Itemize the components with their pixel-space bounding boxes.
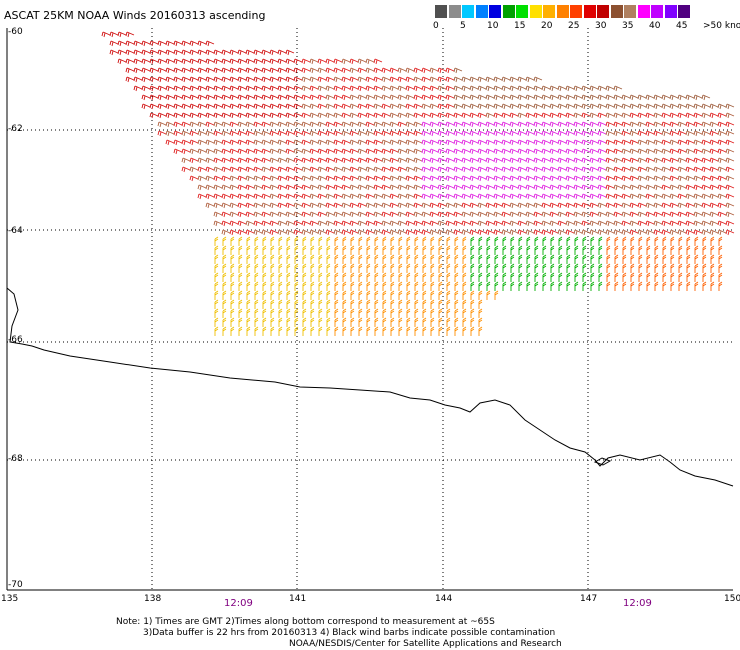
legend-label: 30 — [595, 21, 607, 31]
wind-barbs — [101, 31, 735, 336]
map-frame — [6, 28, 733, 591]
legend-swatch — [435, 5, 447, 18]
pass-time-label: 12:09 — [623, 598, 652, 609]
legend-swatch — [489, 5, 501, 18]
map-title: ASCAT 25KM NOAA Winds 20160313 ascending — [4, 9, 266, 22]
pass-time-label: 12:09 — [224, 598, 253, 609]
legend-swatch — [583, 5, 596, 18]
legend-swatch — [570, 5, 582, 18]
legend-label: 0 — [433, 21, 439, 31]
legend-swatch — [502, 5, 515, 18]
legend-swatch — [678, 5, 690, 18]
legend-label: 40 — [649, 21, 661, 31]
legend-label: 5 — [460, 21, 466, 31]
legend-swatch — [516, 5, 528, 18]
wind-speed-legend: 0 5 10 15 20 25 30 35 40 45 >50 knots — [433, 5, 740, 33]
lat-label: -68 — [8, 454, 23, 464]
legend-swatch — [529, 5, 542, 18]
legend-swatch — [664, 5, 677, 18]
lon-label: 135 — [1, 594, 19, 604]
coastline-islet — [593, 457, 612, 466]
lon-label: 150 — [724, 594, 740, 604]
lon-label: 144 — [435, 594, 453, 604]
note-line-3: NOAA/NESDIS/Center for Satellite Applica… — [289, 639, 562, 649]
legend-swatch — [597, 5, 609, 18]
legend-swatch — [624, 5, 636, 18]
legend-label: 45 — [676, 21, 688, 31]
antarctic-coastline — [6, 287, 734, 487]
legend-label: 15 — [514, 21, 526, 31]
lon-label: 141 — [289, 594, 307, 604]
legend-swatch — [448, 5, 461, 18]
lat-label: -70 — [8, 580, 23, 590]
lon-label: 138 — [144, 594, 162, 604]
lat-label: -64 — [8, 226, 23, 236]
legend-swatch — [462, 5, 474, 18]
legend-label: 20 — [541, 21, 553, 31]
legend-label: 35 — [622, 21, 634, 31]
legend-swatch — [543, 5, 555, 18]
lon-label: 147 — [580, 594, 598, 604]
legend-swatch — [610, 5, 623, 18]
legend-label: 10 — [487, 21, 499, 31]
legend-swatch — [556, 5, 569, 18]
legend-swatch — [475, 5, 488, 18]
note-line-1: Note: 1) Times are GMT 2)Times along bot… — [116, 617, 495, 627]
lat-label: -60 — [8, 27, 23, 37]
legend-label: >50 knots — [703, 21, 740, 31]
lat-label: -62 — [8, 124, 23, 134]
note-line-2: 3)Data buffer is 22 hrs from 20160313 4)… — [143, 628, 556, 638]
graticule-grid — [7, 28, 733, 590]
legend-swatch — [637, 5, 650, 18]
legend-label: 25 — [568, 21, 580, 31]
legend-swatch — [651, 5, 663, 18]
lat-label: -66 — [8, 335, 23, 345]
